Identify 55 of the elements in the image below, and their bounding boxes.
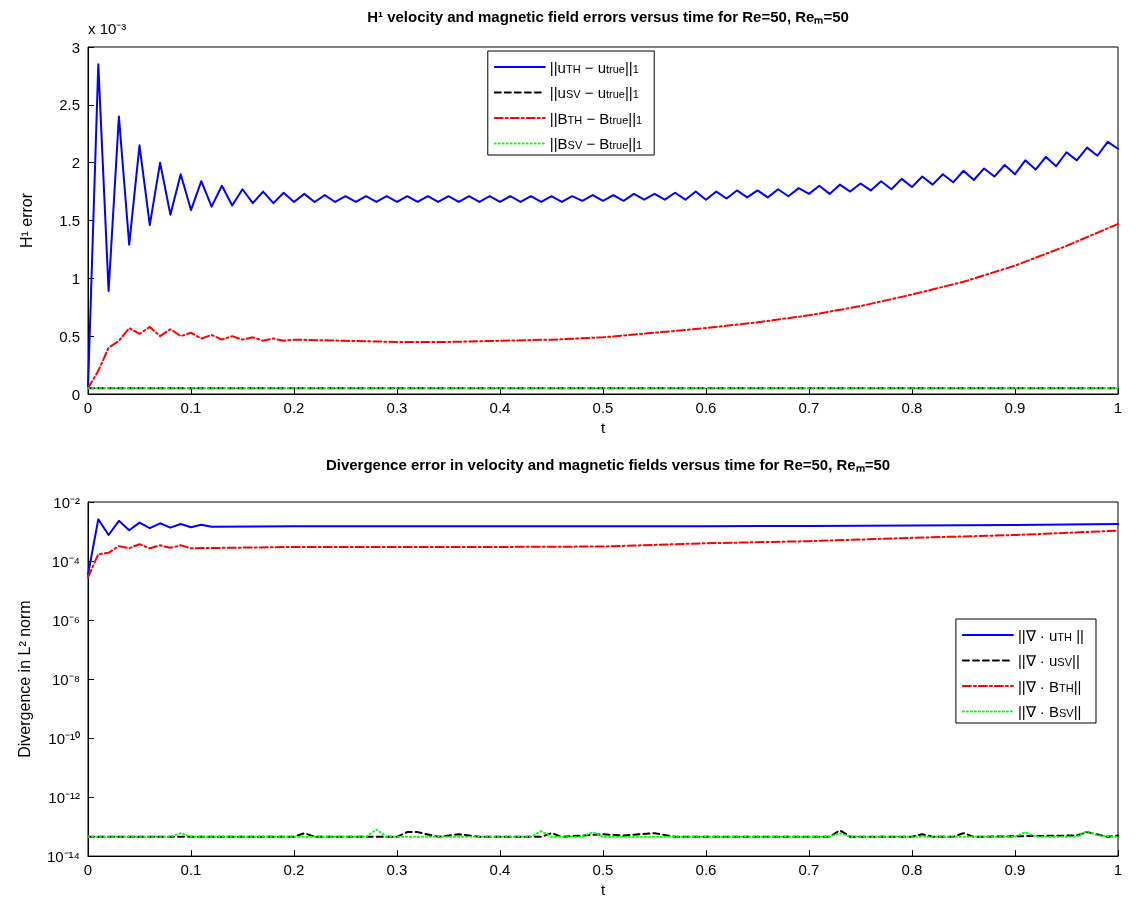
x-tick-label: 0 bbox=[83, 399, 93, 416]
y-tick-label: 10⁻¹⁴ bbox=[46, 847, 80, 865]
y-tick-label: 10⁻⁴ bbox=[51, 552, 80, 570]
x-tick-label: 0.3 bbox=[386, 399, 408, 416]
x-tick-label: 0.2 bbox=[283, 861, 305, 879]
chart-title: Divergence error in velocity and magnetic fields versus time for Re=50, Reₘ=50 bbox=[325, 456, 891, 473]
x-tick-label: 0.3 bbox=[386, 861, 408, 879]
legend-label: ||∇ · uTH || bbox=[1017, 626, 1085, 644]
x-tick-label: 0.6 bbox=[695, 399, 717, 416]
y-axis-title: H¹ error bbox=[17, 192, 35, 249]
y-tick-label: 2.5 bbox=[59, 96, 80, 114]
x-tick-label: 1 bbox=[1113, 399, 1123, 416]
x-tick-label: 0.6 bbox=[695, 861, 717, 879]
x-axis-title: t bbox=[600, 418, 606, 436]
x-tick-label: 0.4 bbox=[489, 399, 511, 416]
y-tick-label: 3 bbox=[71, 38, 80, 56]
x-tick-label: 0.5 bbox=[592, 399, 614, 416]
x-tick-label: 0.2 bbox=[283, 399, 305, 416]
line-series bbox=[87, 518, 1119, 576]
legend-label: ||uSV − utrue||1 bbox=[549, 84, 639, 101]
line-series bbox=[87, 63, 1119, 390]
y-axis-title: Divergence in L² norm bbox=[15, 600, 33, 758]
x-tick-label: 0 bbox=[83, 861, 93, 879]
y-tick-label: 10⁻⁸ bbox=[51, 670, 80, 688]
legend-label: ||∇ · BSV|| bbox=[1017, 703, 1082, 720]
y-tick-label: 10⁻¹⁰ bbox=[48, 729, 80, 747]
x-tick-label: 0.1 bbox=[180, 399, 202, 416]
legend-label: ||∇ · BTH|| bbox=[1017, 677, 1082, 695]
y-tick-label: 10⁻² bbox=[53, 493, 80, 511]
x-tick-label: 0.9 bbox=[1004, 399, 1026, 416]
y-tick-label: 2 bbox=[71, 154, 80, 172]
x-tick-label: 0.8 bbox=[901, 861, 923, 879]
y-tick-label: 1 bbox=[71, 269, 80, 287]
chart-title: H¹ velocity and magnetic field errors versus time for Re=50, Reₘ=50 bbox=[367, 8, 849, 25]
line-series bbox=[87, 222, 1119, 390]
x-tick-label: 0.9 bbox=[1004, 861, 1026, 879]
x-tick-label: 0.7 bbox=[798, 399, 820, 416]
legend-label: ||BSV − Btrue||1 bbox=[549, 135, 643, 152]
text: x 10⁻³ bbox=[88, 20, 127, 37]
y-tick-label: 0 bbox=[71, 385, 80, 403]
x-tick-label: 0.8 bbox=[901, 399, 923, 416]
x-tick-label: 0.4 bbox=[489, 861, 511, 879]
x-axis-title: t bbox=[600, 881, 606, 898]
y-tick-label: 1.5 bbox=[59, 212, 80, 229]
legend-label: ||uTH − utrue||1 bbox=[549, 58, 639, 76]
x-tick-label: 0.1 bbox=[180, 861, 202, 879]
x-tick-label: 0.5 bbox=[592, 861, 614, 879]
x-tick-label: 0.7 bbox=[798, 861, 820, 879]
y-tick-label: 0.5 bbox=[59, 327, 80, 345]
legend-label: ||∇ · uSV|| bbox=[1017, 652, 1080, 669]
line-series bbox=[87, 529, 1119, 579]
x-tick-label: 1 bbox=[1113, 861, 1123, 879]
y-tick-label: 10⁻⁶ bbox=[52, 611, 80, 629]
y-tick-label: 10⁻¹² bbox=[48, 788, 80, 806]
legend-label: ||BTH − Btrue||1 bbox=[549, 109, 643, 127]
